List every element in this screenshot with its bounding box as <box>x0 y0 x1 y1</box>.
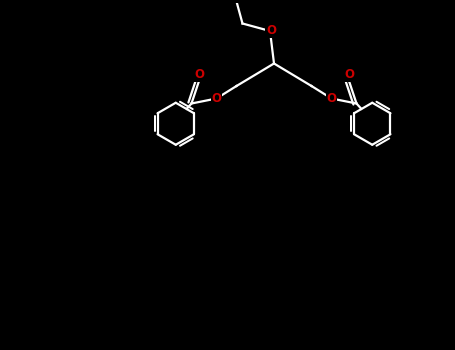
Text: N: N <box>230 0 240 2</box>
Text: O: O <box>212 92 222 105</box>
Text: O: O <box>194 69 204 82</box>
Text: O: O <box>327 92 337 105</box>
Text: O: O <box>266 25 276 37</box>
Text: O: O <box>344 69 354 82</box>
